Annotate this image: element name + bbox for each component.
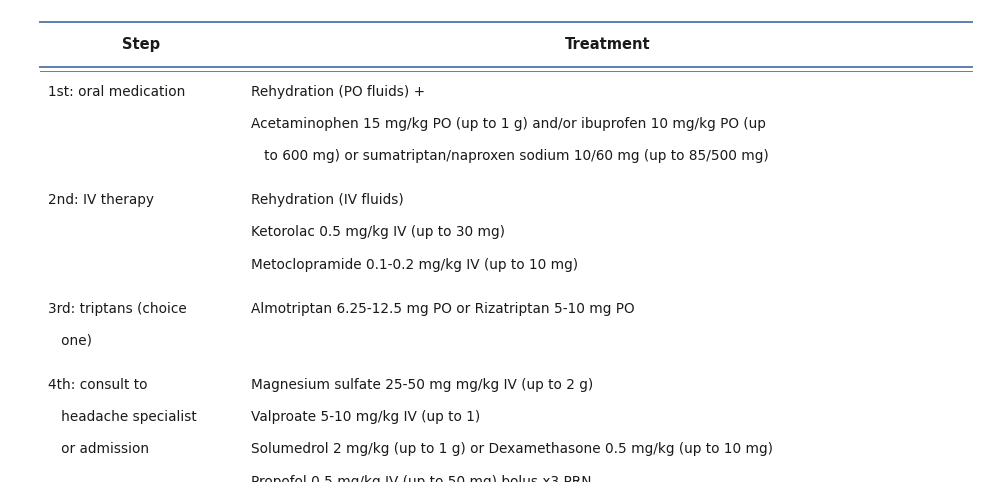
Text: 4th: consult to: 4th: consult to [48,378,147,392]
Text: Rehydration (IV fluids): Rehydration (IV fluids) [251,193,404,207]
Text: to 600 mg) or sumatriptan/naproxen sodium 10/60 mg (up to 85/500 mg): to 600 mg) or sumatriptan/naproxen sodiu… [251,149,769,163]
Text: Ketorolac 0.5 mg/kg IV (up to 30 mg): Ketorolac 0.5 mg/kg IV (up to 30 mg) [251,226,505,240]
Text: 3rd: triptans (choice: 3rd: triptans (choice [48,302,186,316]
Text: Valproate 5-10 mg/kg IV (up to 1): Valproate 5-10 mg/kg IV (up to 1) [251,410,480,424]
Text: Solumedrol 2 mg/kg (up to 1 g) or Dexamethasone 0.5 mg/kg (up to 10 mg): Solumedrol 2 mg/kg (up to 1 g) or Dexame… [251,442,773,456]
Text: Propofol 0.5 mg/kg IV (up to 50 mg) bolus x3 PRN: Propofol 0.5 mg/kg IV (up to 50 mg) bolu… [251,475,591,482]
Text: headache specialist: headache specialist [48,410,196,424]
Text: or admission: or admission [48,442,149,456]
Text: Step: Step [122,37,161,52]
Text: Almotriptan 6.25-12.5 mg PO or Rizatriptan 5-10 mg PO: Almotriptan 6.25-12.5 mg PO or Rizatript… [251,302,635,316]
Text: 2nd: IV therapy: 2nd: IV therapy [48,193,154,207]
Text: Rehydration (PO fluids) +: Rehydration (PO fluids) + [251,85,426,99]
Text: Treatment: Treatment [564,37,651,52]
Text: Acetaminophen 15 mg/kg PO (up to 1 g) and/or ibuprofen 10 mg/kg PO (up: Acetaminophen 15 mg/kg PO (up to 1 g) an… [251,117,766,131]
Text: Magnesium sulfate 25-50 mg mg/kg IV (up to 2 g): Magnesium sulfate 25-50 mg mg/kg IV (up … [251,378,593,392]
Text: Metoclopramide 0.1-0.2 mg/kg IV (up to 10 mg): Metoclopramide 0.1-0.2 mg/kg IV (up to 1… [251,258,578,272]
Text: one): one) [48,334,91,348]
Text: 1st: oral medication: 1st: oral medication [48,85,185,99]
